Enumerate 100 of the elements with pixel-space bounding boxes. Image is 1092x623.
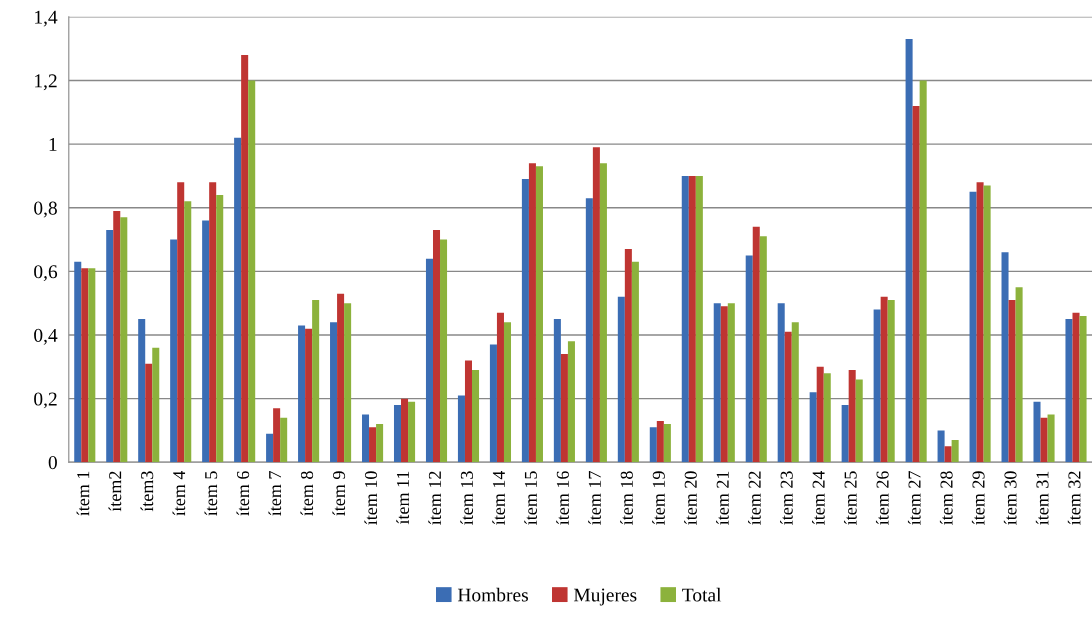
bar <box>1072 312 1080 463</box>
x-tick-label: ítem 16 <box>556 471 569 525</box>
bar <box>624 249 632 463</box>
legend-label: Hombres <box>457 587 528 602</box>
bar <box>1033 401 1041 463</box>
bar <box>330 322 338 463</box>
bar <box>887 300 895 463</box>
x-tick-label: ítem 32 <box>1067 471 1081 525</box>
bar <box>560 354 568 463</box>
bar <box>631 261 639 463</box>
x-tick-label: ítem 26 <box>875 471 889 525</box>
bar <box>880 296 888 463</box>
y-tick-label: 0 <box>48 456 57 470</box>
x-tick-label: ítem 17 <box>588 471 601 525</box>
bar <box>937 430 945 463</box>
x-tick-label: ítem 29 <box>971 471 985 525</box>
y-tick-label: 1 <box>49 138 57 151</box>
bar <box>337 293 345 463</box>
bar <box>184 201 192 463</box>
bar <box>727 303 735 463</box>
bar <box>855 379 863 463</box>
bar <box>344 303 352 463</box>
x-tick-label: ítem3 <box>140 471 154 512</box>
bar <box>951 439 959 463</box>
bar <box>681 175 689 463</box>
y-tick-label: 1,2 <box>35 74 57 91</box>
bar <box>464 360 472 463</box>
bar <box>713 303 721 463</box>
x-tick-label: ítem2 <box>108 471 122 512</box>
bar <box>202 220 210 463</box>
x-tick-label: ítem 19 <box>652 471 665 525</box>
bar <box>81 268 89 463</box>
bar <box>553 319 561 463</box>
bar <box>496 312 504 463</box>
bar <box>393 404 402 463</box>
bar <box>305 328 313 463</box>
bar <box>720 306 728 463</box>
bar <box>791 322 799 463</box>
bar <box>177 182 185 463</box>
bar <box>120 217 128 463</box>
x-tick-label: ítem 31 <box>1035 471 1049 525</box>
bar <box>170 239 178 463</box>
bar <box>425 258 433 463</box>
bar <box>663 424 671 463</box>
x-tick-label: ítem 18 <box>620 471 633 525</box>
legend-label: Total <box>682 587 722 602</box>
bar <box>841 404 849 463</box>
bar <box>848 370 856 463</box>
bar <box>106 230 114 463</box>
bar <box>376 424 384 463</box>
bar <box>138 319 146 463</box>
bar <box>312 300 320 463</box>
x-tick-label: ítem 20 <box>684 471 697 525</box>
x-tick-label: ítem 12 <box>428 471 442 525</box>
bar <box>74 261 82 463</box>
bar <box>752 226 760 463</box>
bar <box>688 175 696 463</box>
x-tick-label: ítem 4 <box>172 470 186 516</box>
x-tick-label: ítem 14 <box>492 470 505 525</box>
bar <box>457 395 465 463</box>
bar <box>777 303 785 463</box>
legend-label: Mujeres <box>573 588 637 606</box>
bar <box>408 401 416 463</box>
x-tick-label: ítem 10 <box>364 471 378 525</box>
x-tick-label: ítem 6 <box>236 471 250 516</box>
x-tick-label: ítem 25 <box>843 471 857 525</box>
x-tick-label: ítem 11 <box>396 471 410 525</box>
x-tick-label: ítem 8 <box>300 471 314 516</box>
bar <box>216 195 224 463</box>
bar <box>599 163 607 463</box>
bar <box>472 370 480 463</box>
bar <box>695 175 703 463</box>
bar <box>1047 414 1055 463</box>
x-tick-label: ítem 27 <box>907 471 921 525</box>
bar <box>152 347 160 463</box>
bar <box>432 230 441 463</box>
bar <box>983 185 991 463</box>
bar <box>401 398 409 463</box>
y-tick-label: 0,6 <box>34 265 58 282</box>
x-tick-label: ítem 5 <box>204 471 218 516</box>
bar <box>905 39 913 463</box>
bar <box>145 363 153 463</box>
bar <box>1065 319 1073 463</box>
bar <box>1079 315 1087 463</box>
bar <box>745 255 753 463</box>
bar <box>656 420 664 463</box>
bar <box>969 191 977 463</box>
bar <box>976 182 984 463</box>
bar <box>88 268 96 463</box>
x-tick-label: ítem 23 <box>780 471 793 525</box>
bar <box>784 331 792 463</box>
bar <box>521 179 529 463</box>
bar <box>1040 417 1048 463</box>
bar <box>528 163 536 463</box>
bar <box>912 105 920 463</box>
x-tick-label: ítem 7 <box>268 471 282 516</box>
bar <box>209 182 217 463</box>
bar <box>298 325 306 463</box>
bar <box>273 408 281 463</box>
bar <box>809 392 817 463</box>
